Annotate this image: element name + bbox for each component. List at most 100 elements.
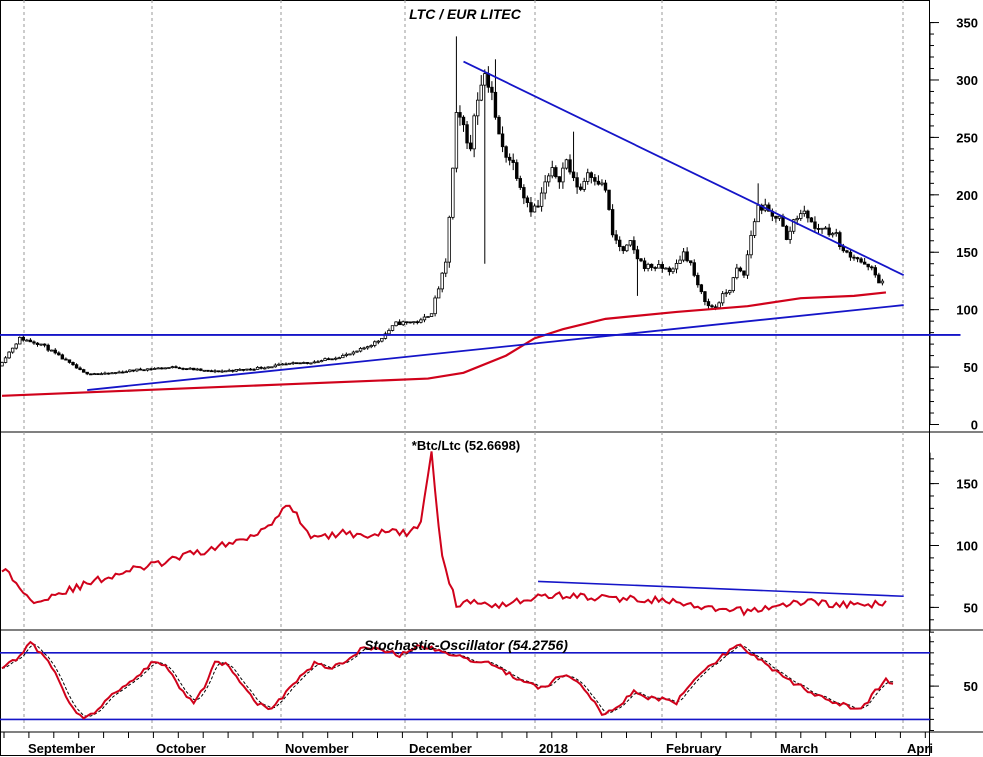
candle <box>53 348 57 355</box>
candle <box>706 298 711 310</box>
candle <box>422 313 427 323</box>
candle <box>777 215 782 221</box>
month-label-december: December <box>409 741 472 756</box>
candle <box>543 175 547 200</box>
candle <box>103 371 107 375</box>
candle <box>806 209 810 223</box>
candle <box>142 369 146 372</box>
candle <box>0 361 4 367</box>
month-label-apri: Apri <box>907 741 933 756</box>
candle <box>294 362 299 365</box>
candle <box>639 258 643 263</box>
candle <box>227 368 231 372</box>
candle <box>426 315 430 318</box>
candle <box>444 258 448 278</box>
candle <box>429 313 434 317</box>
candle <box>873 265 877 278</box>
candle <box>735 263 739 280</box>
candle <box>816 223 821 234</box>
trendline <box>463 60 905 277</box>
candle <box>415 320 420 325</box>
axis-tick-label: 50 <box>964 600 978 615</box>
candle <box>522 184 526 205</box>
candle <box>603 179 608 193</box>
candle <box>121 370 125 374</box>
candle <box>277 362 281 366</box>
price-chart-title: LTC / EUR LITEC <box>409 6 522 22</box>
candle <box>465 120 469 150</box>
btc-ltc-series <box>1 451 904 617</box>
candle <box>408 321 412 324</box>
candle <box>181 367 185 371</box>
axis-tick-label: 50 <box>964 679 978 694</box>
candle <box>689 260 693 266</box>
candle <box>635 245 640 296</box>
candle <box>234 369 238 373</box>
candle <box>245 368 249 371</box>
candle <box>845 249 849 254</box>
candle <box>213 369 217 374</box>
candle <box>674 259 679 274</box>
candle <box>671 267 675 274</box>
candlestick-series <box>0 36 885 376</box>
candle <box>50 349 54 352</box>
candle <box>358 347 363 353</box>
candle <box>412 321 416 325</box>
candle <box>571 131 576 182</box>
candle <box>319 359 324 363</box>
candle <box>394 321 398 327</box>
candle <box>866 263 870 271</box>
candle <box>436 286 441 299</box>
candle <box>454 36 459 173</box>
candle <box>216 370 221 373</box>
candle <box>312 360 317 364</box>
candle <box>554 165 558 179</box>
candle <box>184 368 189 371</box>
moving-average-series <box>1 291 887 397</box>
candle <box>152 367 157 370</box>
candle <box>440 272 444 293</box>
axis-tick-label: 300 <box>956 73 978 88</box>
candle <box>89 373 93 376</box>
candle <box>124 370 128 374</box>
candle <box>280 363 285 366</box>
trendline <box>87 304 904 391</box>
candle <box>472 113 476 158</box>
candle <box>628 240 633 247</box>
candle <box>575 172 579 194</box>
axis-tick-label: 200 <box>956 188 978 203</box>
candle <box>486 66 491 93</box>
candle <box>703 291 707 306</box>
candle <box>564 158 569 170</box>
candle <box>749 230 753 259</box>
candle <box>500 126 505 153</box>
candle <box>607 189 611 211</box>
candle <box>433 295 437 317</box>
candle <box>731 276 735 293</box>
candle <box>745 250 750 279</box>
candle <box>678 255 682 264</box>
candle <box>262 366 267 370</box>
candle <box>649 263 654 271</box>
candle <box>774 215 778 223</box>
candle <box>323 357 327 361</box>
candle <box>802 205 806 217</box>
candle <box>365 345 370 350</box>
vertical-gridlines <box>23 0 904 732</box>
candle <box>664 267 668 270</box>
stochastic-signal-line <box>1 643 894 717</box>
candle <box>862 257 867 265</box>
candle <box>507 153 512 166</box>
candle <box>145 368 150 372</box>
candle <box>756 183 760 223</box>
candle <box>156 367 160 370</box>
candle <box>518 175 522 190</box>
candle <box>468 134 473 152</box>
candle <box>149 367 153 371</box>
candle <box>64 357 68 361</box>
candle <box>78 366 82 371</box>
candle <box>820 227 824 234</box>
month-label-february: February <box>666 741 722 756</box>
stochastic-series <box>0 640 930 721</box>
candle <box>25 338 29 342</box>
